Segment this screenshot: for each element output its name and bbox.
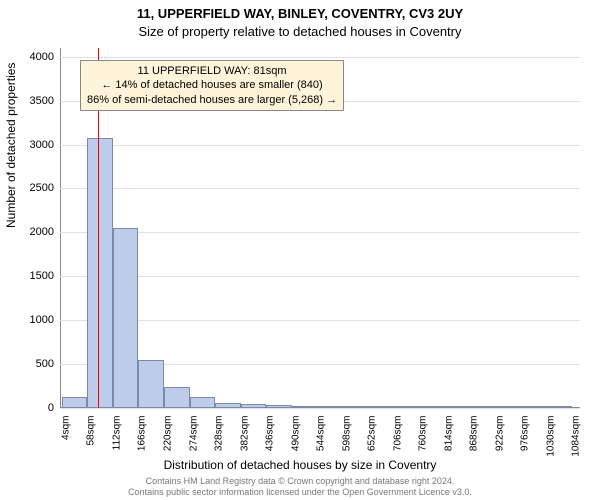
histogram-bar: [164, 387, 190, 408]
annotation-line-1: 11 UPPERFIELD WAY: 81sqm: [87, 64, 337, 78]
y-tick-label: 2500: [14, 182, 54, 194]
histogram-bar: [317, 406, 343, 408]
y-tick-label: 1000: [14, 314, 54, 326]
histogram-bar: [87, 138, 113, 408]
footer-line-2: Contains public sector information licen…: [0, 487, 600, 498]
histogram-bar: [521, 406, 547, 408]
histogram-bar: [343, 406, 369, 408]
histogram-bar: [292, 406, 318, 408]
title-line-1: 11, UPPERFIELD WAY, BINLEY, COVENTRY, CV…: [0, 6, 600, 21]
gridline: [60, 408, 580, 409]
histogram-bar: [241, 404, 267, 408]
footer-attribution: Contains HM Land Registry data © Crown c…: [0, 476, 600, 499]
y-tick-label: 4000: [14, 51, 54, 63]
chart-page: 11, UPPERFIELD WAY, BINLEY, COVENTRY, CV…: [0, 0, 600, 500]
y-axis-line: [60, 48, 61, 408]
title-line-2: Size of property relative to detached ho…: [0, 24, 600, 39]
gridline: [60, 57, 580, 58]
histogram-bar: [547, 406, 573, 408]
histogram-bar: [266, 405, 292, 409]
annotation-line-3: 86% of semi-detached houses are larger (…: [87, 93, 337, 107]
histogram-bar: [138, 360, 164, 408]
gridline: [60, 188, 580, 189]
histogram-bar: [419, 406, 445, 408]
y-tick-label: 2000: [14, 226, 54, 238]
histogram-bar: [215, 403, 241, 408]
histogram-bar: [394, 406, 420, 408]
y-tick-label: 3500: [14, 95, 54, 107]
y-tick-label: 0: [14, 402, 54, 414]
histogram-bar: [190, 397, 216, 408]
histogram-bar: [368, 406, 394, 408]
histogram-bar: [62, 397, 88, 408]
histogram-bar: [496, 406, 522, 408]
comparison-annotation: 11 UPPERFIELD WAY: 81sqm ← 14% of detach…: [80, 60, 344, 111]
y-tick-label: 1500: [14, 270, 54, 282]
histogram-bar: [470, 406, 496, 408]
y-tick-label: 500: [14, 358, 54, 370]
histogram-bar: [445, 406, 471, 408]
footer-line-1: Contains HM Land Registry data © Crown c…: [0, 476, 600, 487]
annotation-line-2: ← 14% of detached houses are smaller (84…: [87, 78, 337, 92]
gridline: [60, 145, 580, 146]
y-tick-label: 3000: [14, 139, 54, 151]
histogram-bar: [113, 228, 139, 408]
x-axis-label: Distribution of detached houses by size …: [0, 458, 600, 472]
